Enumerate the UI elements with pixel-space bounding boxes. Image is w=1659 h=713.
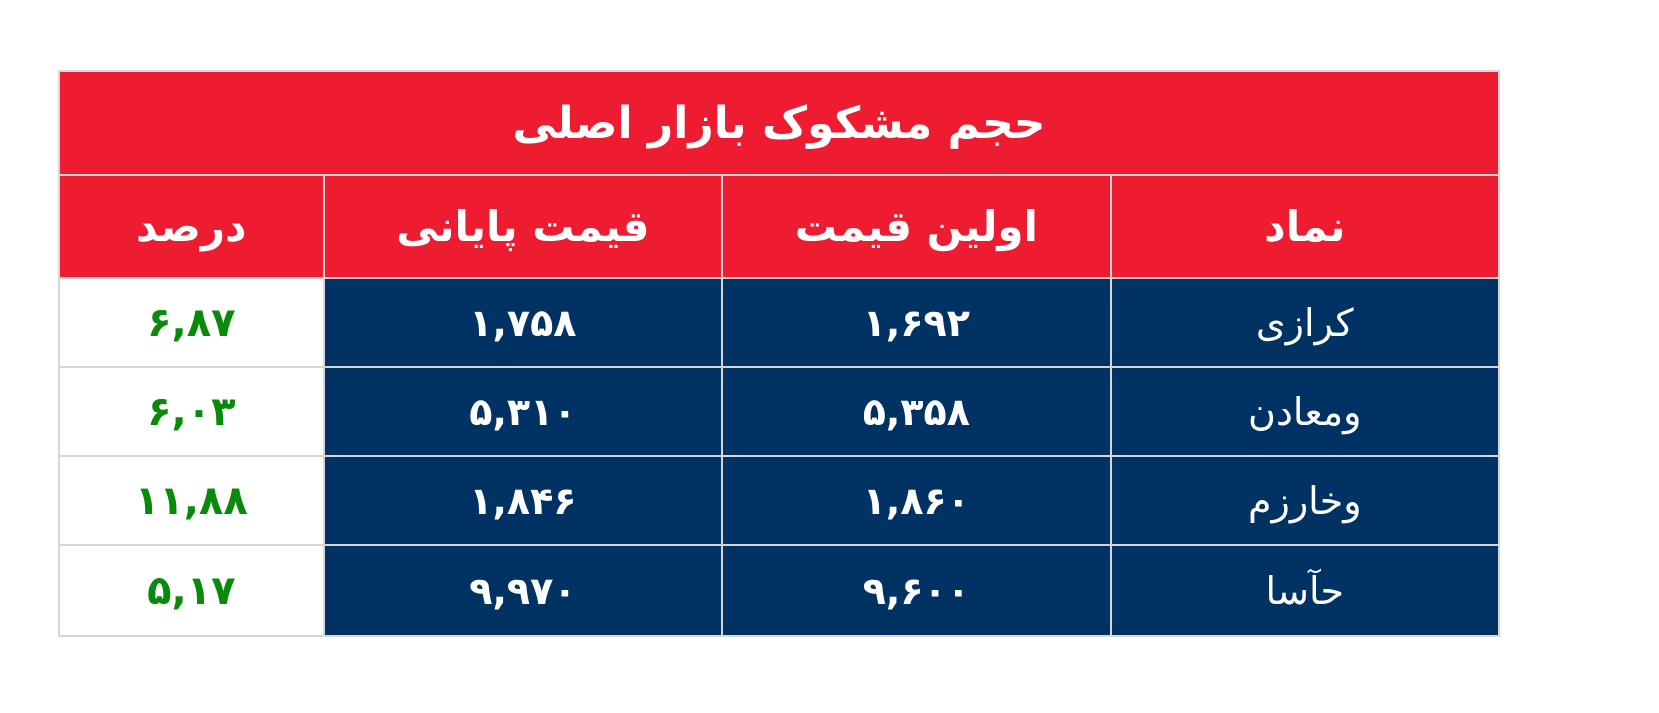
symbol-cell: ومعادن (1111, 368, 1498, 457)
percent-cell: ۶,۸۷ (60, 279, 325, 368)
table-row: ۱۱,۸۸ ۱,۸۴۶ ۱,۸۶۰ وخارزم (60, 457, 1498, 546)
last-price-cell: ۹,۹۷۰ (324, 546, 724, 635)
header-symbol: نماد (1111, 176, 1498, 279)
first-price-cell: ۹,۶۰۰ (723, 546, 1112, 635)
last-price-cell: ۱,۷۵۸ (324, 279, 724, 368)
symbol-cell: حآسا (1111, 546, 1498, 635)
first-price-cell: ۵,۳۵۸ (723, 368, 1112, 457)
table-row: ۶,۰۳ ۵,۳۱۰ ۵,۳۵۸ ومعادن (60, 368, 1498, 457)
suspicious-volume-table: حجم مشکوک بازار اصلی درصد قیمت پایانی او… (58, 70, 1500, 637)
table-row: ۵,۱۷ ۹,۹۷۰ ۹,۶۰۰ حآسا (60, 546, 1498, 635)
last-price-cell: ۵,۳۱۰ (324, 368, 724, 457)
symbol-cell: کرازی (1111, 279, 1498, 368)
percent-cell: ۱۱,۸۸ (60, 457, 325, 546)
first-price-cell: ۱,۶۹۲ (723, 279, 1112, 368)
percent-cell: ۵,۱۷ (60, 546, 325, 635)
header-percent: درصد (60, 176, 325, 279)
first-price-cell: ۱,۸۶۰ (723, 457, 1112, 546)
table-title: حجم مشکوک بازار اصلی (60, 72, 1498, 176)
last-price-cell: ۱,۸۴۶ (324, 457, 724, 546)
header-last-price: قیمت پایانی (324, 176, 724, 279)
table-row: ۶,۸۷ ۱,۷۵۸ ۱,۶۹۲ کرازی (60, 279, 1498, 368)
header-first-price: اولین قیمت (723, 176, 1112, 279)
percent-cell: ۶,۰۳ (60, 368, 325, 457)
symbol-cell: وخارزم (1111, 457, 1498, 546)
header-row: درصد قیمت پایانی اولین قیمت نماد (60, 176, 1498, 279)
